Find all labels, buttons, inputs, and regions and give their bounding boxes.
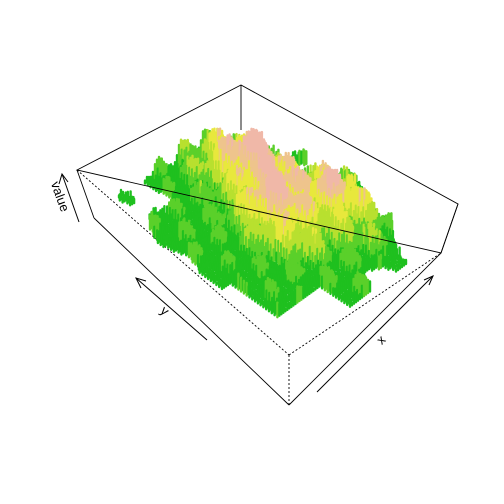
x-axis-arrow — [316, 275, 434, 393]
box-hidden-edges — [76, 169, 442, 405]
y-axis-arrow — [135, 277, 208, 341]
x-axis-label: x — [373, 332, 389, 348]
terrain-surface — [117, 127, 408, 319]
z-axis-label: value — [48, 179, 73, 213]
box-visible-edges — [75, 84, 459, 406]
z-axis-arrow — [58, 172, 80, 223]
y-axis-label: y — [158, 303, 173, 319]
